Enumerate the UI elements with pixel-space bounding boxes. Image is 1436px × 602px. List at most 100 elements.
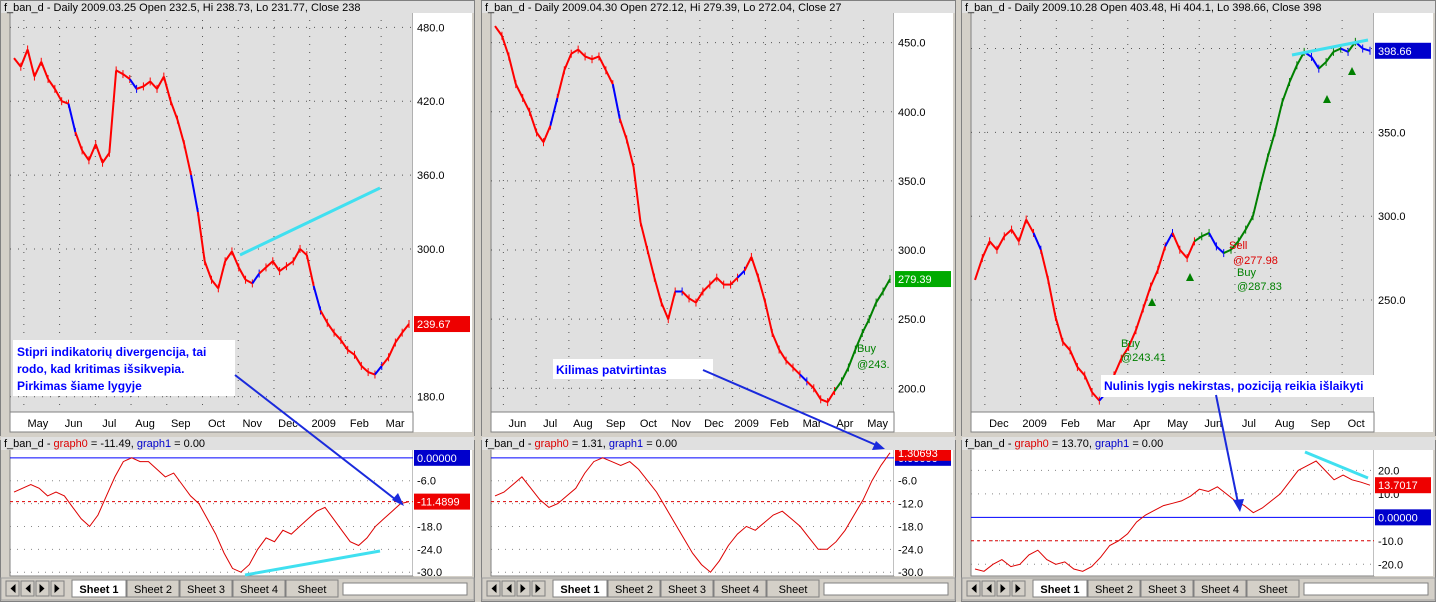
price-segment <box>210 279 220 289</box>
time-tick-label: May <box>1167 418 1188 430</box>
arrow-left-icon <box>986 584 992 593</box>
price-segment <box>231 251 240 268</box>
annotation-arrow <box>1215 394 1239 504</box>
price-segment <box>108 70 118 153</box>
price-segment <box>618 118 628 140</box>
sheet-tab[interactable] <box>713 579 767 598</box>
signal-label: Buy <box>1237 267 1256 279</box>
time-tick-label: Oct <box>640 418 657 430</box>
oscillator-title: f_ban_d - graph0 = 13.70, graph1 = 0.00 <box>965 438 1163 450</box>
chart-window-2[interactable]: 450.0 400.0 350.0 300.0 250.0 200.0 Jun Jul Aug S… <box>481 0 956 602</box>
price-segment <box>156 76 165 90</box>
osc-tick-label: -18.0 <box>417 521 442 533</box>
sheet-tab-label: Sheet <box>779 584 808 596</box>
price-segment <box>646 249 656 278</box>
time-tick-label: Sep <box>1311 418 1331 430</box>
price-plot-area[interactable] <box>970 11 1375 413</box>
price-segment <box>528 111 538 133</box>
time-tick-label: Apr <box>1133 418 1150 430</box>
sheet-tab[interactable] <box>285 579 339 598</box>
sheet-tab[interactable] <box>660 579 714 598</box>
sheet-tab-label: Sheet 3 <box>187 584 225 596</box>
price-segment <box>115 69 124 75</box>
price-segment <box>792 366 801 376</box>
price-segment <box>785 359 794 369</box>
osc-tick-label: -10.0 <box>1378 536 1403 548</box>
price-segment <box>74 131 84 151</box>
sheet-tab[interactable] <box>179 579 233 598</box>
price-segment <box>380 356 390 367</box>
buy-arrow-icon <box>1148 298 1156 306</box>
time-tick-label: 2009 <box>1022 418 1046 430</box>
sheet-tab-label: Sheet 4 <box>240 584 278 596</box>
price-segment <box>149 80 158 90</box>
price-segment <box>1318 61 1327 70</box>
price-segment <box>61 100 69 105</box>
osc-value-tag-text: 1.30693 <box>898 448 938 460</box>
sheet-tab[interactable] <box>766 579 820 598</box>
last-price-value: 279.39 <box>898 274 932 286</box>
sheet-tab[interactable] <box>1140 579 1194 598</box>
buy-arrow-icon <box>1348 67 1356 75</box>
sheet-tab[interactable] <box>71 579 127 598</box>
osc-zero-tag-value: 0.00000 <box>1378 512 1418 524</box>
time-tick-label: Dec <box>278 418 298 430</box>
price-segment <box>494 25 503 37</box>
price-title: f_ban_d - Daily 2009.10.28 Open 403.48, … <box>965 2 1322 14</box>
sheet-tab[interactable] <box>607 579 661 598</box>
sheet-tab[interactable] <box>1032 579 1088 598</box>
time-tick-label: Jul <box>1242 418 1256 430</box>
oscillator-plot-area[interactable] <box>970 441 1375 577</box>
price-segment <box>279 265 287 272</box>
price-segment <box>340 339 349 351</box>
price-segment <box>33 61 43 77</box>
signal-label: Sell <box>1229 240 1247 252</box>
annotation-text: rodo, kad kritimas išsikvepia. <box>17 362 184 376</box>
oscillator-plot-area[interactable] <box>9 441 414 577</box>
sheet-tab[interactable] <box>1246 579 1300 598</box>
osc-tick-label: -20.0 <box>1378 559 1403 571</box>
price-segment <box>1054 316 1064 343</box>
annotation-text: Pirkimas šiame lygyje <box>17 379 142 393</box>
oscillator-plot-area[interactable] <box>490 441 895 577</box>
price-segment <box>500 35 510 57</box>
osc-zero-tag <box>1375 509 1431 526</box>
price-segment <box>1223 248 1232 254</box>
sheet-tab[interactable] <box>1193 579 1247 598</box>
price-title-bar <box>482 1 955 13</box>
price-segment <box>224 250 233 262</box>
price-segment <box>333 331 342 341</box>
sheet-tab[interactable] <box>126 579 180 598</box>
chart-window-3[interactable]: 400.0350.0300.0250.0Dec2009FebMarAprMayJ… <box>961 0 1436 602</box>
price-segment <box>94 143 104 164</box>
price-segment <box>1069 349 1079 368</box>
osc-tick-label: 20.0 <box>1378 465 1399 477</box>
sheet-tab[interactable] <box>552 579 608 598</box>
sheet-tab[interactable] <box>1087 579 1141 598</box>
chart-window-1[interactable]: 480.0 420.0 360.0 300.0 180.0 May Jun Jul Aug Sep… <box>0 0 475 602</box>
price-segment <box>639 222 649 251</box>
time-tick-label: Feb <box>1061 418 1080 430</box>
price-segment <box>861 318 871 334</box>
annotation-arrow <box>234 374 401 504</box>
price-segment <box>1113 358 1123 376</box>
price-segment <box>203 260 213 281</box>
chart-svg: 480.0 420.0 360.0 300.0 180.0 May Jun Jul Aug Sep… <box>0 0 475 602</box>
price-segment <box>847 349 857 368</box>
price-segment <box>1127 329 1137 348</box>
price-segment <box>81 149 90 161</box>
time-tick-label: Aug <box>1275 418 1295 430</box>
price-plot-area[interactable] <box>490 11 895 413</box>
sheet-tab[interactable] <box>232 579 286 598</box>
price-segment <box>667 291 677 320</box>
price-segment <box>854 332 864 350</box>
price-segment <box>326 322 335 334</box>
price-segment <box>401 323 410 334</box>
arrow-right-icon <box>1000 584 1006 593</box>
price-segment <box>128 78 138 90</box>
price-segment <box>251 272 260 284</box>
annotation-box <box>1101 375 1376 397</box>
price-tick-label: 250.0 <box>1378 295 1406 307</box>
price-segment <box>53 88 63 102</box>
price-segment <box>196 211 206 262</box>
